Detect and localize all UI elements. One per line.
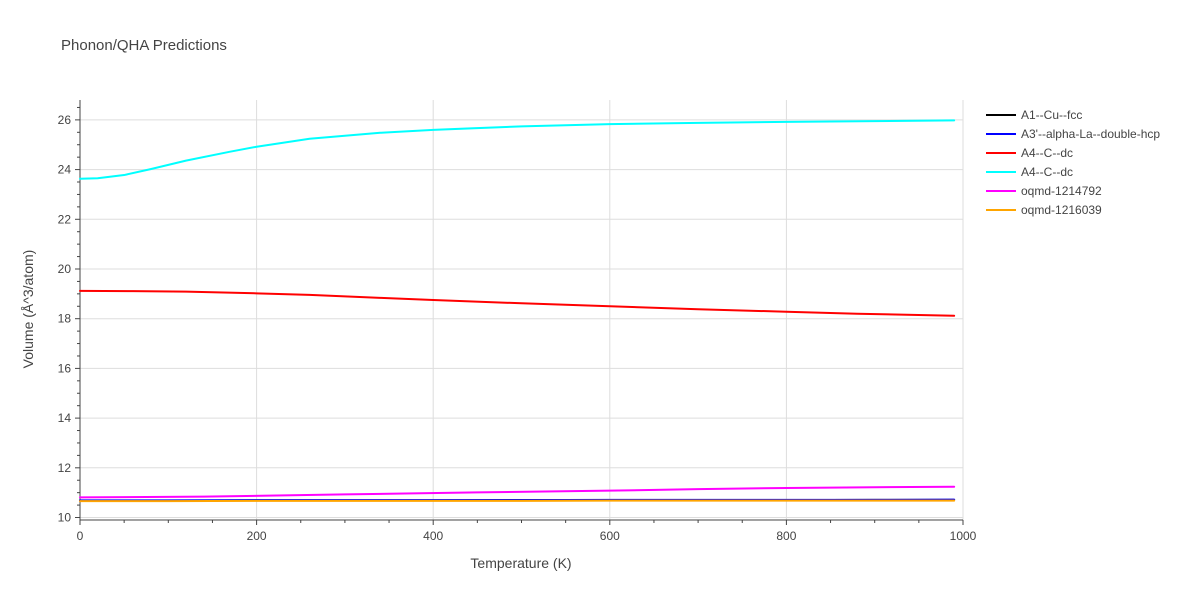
- legend-label: A1--Cu--fcc: [1021, 108, 1082, 122]
- series-layer[interactable]: [79, 119, 956, 503]
- y-tick-label: 20: [58, 262, 72, 276]
- series-line-2[interactable]: [79, 289, 956, 317]
- y-axis-title: Volume (Å^3/atom): [20, 250, 36, 369]
- legend-label: oqmd-1216039: [1021, 203, 1102, 217]
- y-tick-label: 16: [58, 361, 72, 375]
- legend-item-3[interactable]: A4--C--dc: [986, 165, 1073, 179]
- legend-item-1[interactable]: A3'--alpha-La--double-hcp: [986, 127, 1160, 141]
- y-tick-label: 12: [58, 461, 72, 475]
- x-tick-label: 800: [776, 529, 796, 543]
- y-tick-label: 10: [58, 511, 72, 525]
- series-line-3[interactable]: [79, 119, 956, 180]
- x-tick-label: 400: [423, 529, 443, 543]
- legend-item-2[interactable]: A4--C--dc: [986, 146, 1073, 160]
- legend-item-0[interactable]: A1--Cu--fcc: [986, 108, 1082, 122]
- series-line-4[interactable]: [79, 485, 956, 499]
- x-tick-label: 0: [77, 529, 84, 543]
- legend[interactable]: A1--Cu--fcc A3'--alpha-La--double-hcp A4--…: [986, 108, 1160, 217]
- axes-layer: 0 200 400 600 800 1000 10 12 14 16 18 20 22 24 26: [58, 100, 977, 543]
- x-axis-title: Temperature (K): [470, 555, 571, 571]
- x-tick-label: 200: [247, 529, 267, 543]
- legend-label: oqmd-1214792: [1021, 184, 1102, 198]
- y-tick-label: 24: [58, 163, 72, 177]
- y-tick-label: 26: [58, 113, 72, 127]
- grid-layer: [80, 100, 964, 520]
- y-tick-label: 18: [58, 312, 72, 326]
- legend-item-4[interactable]: oqmd-1214792: [986, 184, 1102, 198]
- x-tick-label: 600: [600, 529, 620, 543]
- x-tick-label: 1000: [950, 529, 977, 543]
- y-tick-label: 22: [58, 212, 72, 226]
- legend-label: A4--C--dc: [1021, 146, 1073, 160]
- legend-label: A3'--alpha-La--double-hcp: [1021, 127, 1160, 141]
- legend-label: A4--C--dc: [1021, 165, 1073, 179]
- chart-title: Phonon/QHA Predictions: [61, 37, 227, 54]
- legend-item-5[interactable]: oqmd-1216039: [986, 203, 1102, 217]
- y-tick-label: 14: [58, 411, 72, 425]
